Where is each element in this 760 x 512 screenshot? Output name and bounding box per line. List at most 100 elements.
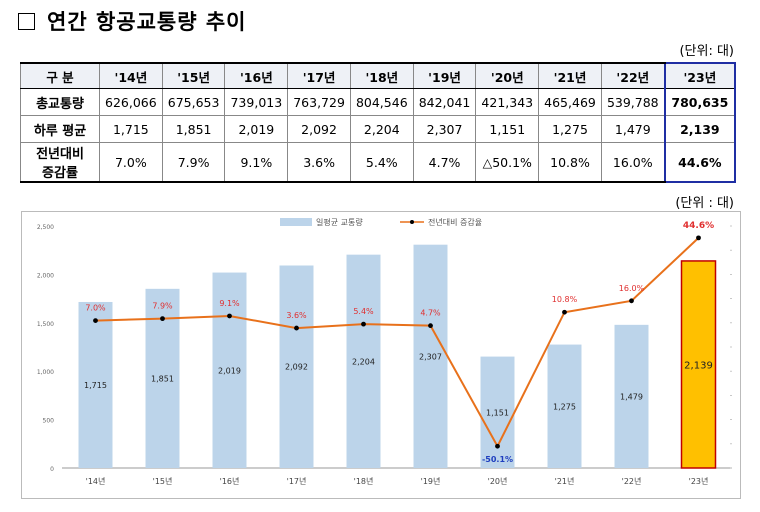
table-cell: 2,139: [663, 115, 737, 143]
bar: [547, 344, 582, 468]
table-cell: 2,092: [287, 115, 351, 143]
table-header-year: '19년: [412, 62, 477, 89]
line-point: [562, 309, 567, 315]
table-cell: 1,851: [161, 115, 226, 143]
table-cell: 626,066: [99, 88, 163, 116]
legend-bar-swatch: [280, 218, 312, 226]
table-cell: 44.6%: [663, 142, 737, 183]
line-point: [294, 325, 299, 331]
table-cell: 421,343: [475, 88, 540, 116]
x-tick-label: '14년: [86, 476, 106, 486]
y-tick-label: 0: [50, 466, 54, 473]
line-value-label: 9.1%: [219, 299, 240, 308]
y-tick-label: 500: [43, 418, 55, 425]
table-cell: 10.8%: [538, 142, 602, 183]
bar: [212, 272, 247, 468]
bar: [346, 254, 381, 468]
bar-value-label: 1,275: [553, 402, 576, 411]
table-cell: 804,546: [349, 88, 414, 116]
legend-line-marker: [410, 220, 414, 224]
line-point: [629, 298, 634, 304]
bar-value-label: 2,019: [218, 366, 241, 375]
table-header-year: '16년: [224, 62, 289, 89]
line-point: [227, 313, 232, 319]
table-cell: 780,635: [663, 88, 737, 116]
bar-value-label: 2,139: [684, 360, 713, 371]
table-cell: 4.7%: [412, 142, 477, 183]
line-point: [696, 235, 701, 241]
table-header-year: '17년: [287, 62, 351, 89]
page-title: 연간 항공교통량 추이: [18, 6, 247, 36]
table-cell: 465,469: [538, 88, 602, 116]
x-tick-label: '20년: [488, 476, 508, 486]
bar-value-label: 1,151: [486, 408, 509, 417]
table-body: 총교통량 626,066 675,653 739,013 763,729 804,546 8…: [20, 88, 737, 183]
x-tick-label: '16년: [220, 476, 240, 486]
line-value-label: 3.6%: [286, 311, 307, 320]
x-tick-label: '17년: [287, 476, 307, 486]
line-value-label: -50.1%: [482, 455, 513, 464]
line-point: [160, 316, 165, 322]
chart-unit-label: (단위 : 대): [675, 196, 734, 211]
checkbox-square-icon: [18, 12, 35, 30]
line-value-label: 4.7%: [420, 309, 441, 318]
line-point: [361, 321, 366, 327]
bar-value-label: 2,204: [352, 357, 375, 366]
table-cell: 763,729: [287, 88, 351, 116]
bar: [614, 324, 649, 468]
chart-container: 0 500 1,000 1,500 2,000 2,500 일평균 교통량 전년대비 증감율 1…: [21, 211, 741, 499]
line-value-label: 7.9%: [152, 302, 173, 311]
table-unit-label: (단위: 대): [679, 44, 734, 59]
table-header-year: '15년: [161, 62, 226, 89]
line-value-label: 16.0%: [619, 284, 645, 293]
table-cell: 7.9%: [161, 142, 226, 183]
table-header-year: '14년: [99, 62, 163, 89]
y-tick-label: 1,500: [37, 321, 54, 328]
line-point: [428, 323, 433, 329]
table-cell: △50.1%: [475, 142, 540, 183]
traffic-table: 구 분 '14년 '15년 '16년 '17년 '18년 '19년 '20년 '21년 '22년 '…: [20, 62, 737, 183]
table-cell: 539,788: [600, 88, 666, 116]
table-cell: 1,715: [99, 115, 163, 143]
table-cell: 5.4%: [349, 142, 414, 183]
line-point: [93, 318, 98, 323]
line-value-label: 5.4%: [353, 307, 374, 316]
table-header-year: '20년: [475, 62, 540, 89]
table-row: 전년대비 증감률 7.0% 7.9% 9.1% 3.6% 5.4% 4.7% △50.1% 10.…: [20, 142, 737, 183]
line-point: [495, 443, 500, 449]
row-label: 전년대비 증감률: [20, 142, 100, 183]
x-tick-label: '22년: [622, 476, 642, 486]
row-label: 하루 평균: [20, 115, 100, 143]
y-tick-label: 2,000: [37, 272, 54, 279]
bar: [78, 301, 113, 468]
table-cell: 16.0%: [600, 142, 666, 183]
table-cell: 1,479: [600, 115, 666, 143]
table-row: 총교통량 626,066 675,653 739,013 763,729 804,546 8…: [20, 88, 737, 116]
bar: [413, 244, 448, 468]
line-value-label: 44.6%: [683, 221, 714, 231]
x-tick-label: '23년: [689, 476, 709, 486]
table-cell: 9.1%: [224, 142, 289, 183]
table-cell: 739,013: [224, 88, 289, 116]
table-cell: 1,275: [538, 115, 602, 143]
x-tick-label: '18년: [354, 476, 374, 486]
combo-chart: 0 500 1,000 1,500 2,000 2,500 일평균 교통량 전년대비 증감율 1…: [37, 217, 732, 486]
page-title-text: 연간 항공교통량 추이: [47, 10, 247, 34]
line-value-label: 10.8%: [552, 295, 578, 304]
bar-value-label: 1,715: [84, 381, 107, 390]
table-cell: 2,019: [224, 115, 289, 143]
bar: [680, 260, 717, 469]
table-header-year: '21년: [538, 62, 602, 89]
line-value-label: 7.0%: [85, 304, 106, 313]
table-cell: 842,041: [412, 88, 477, 116]
table-header-year: '18년: [349, 62, 414, 89]
x-tick-label: '15년: [153, 476, 173, 486]
table-cell: 2,204: [349, 115, 414, 143]
table-header-year: '22년: [600, 62, 666, 89]
legend-bar-label: 일평균 교통량: [316, 217, 363, 227]
bar: [480, 356, 515, 468]
y-tick-label: 1,000: [37, 369, 54, 376]
bar: [279, 265, 314, 468]
table-header-year: '23년: [663, 62, 737, 89]
table-header-row: 구 분 '14년 '15년 '16년 '17년 '18년 '19년 '20년 '21년 '22년 '…: [20, 62, 737, 89]
